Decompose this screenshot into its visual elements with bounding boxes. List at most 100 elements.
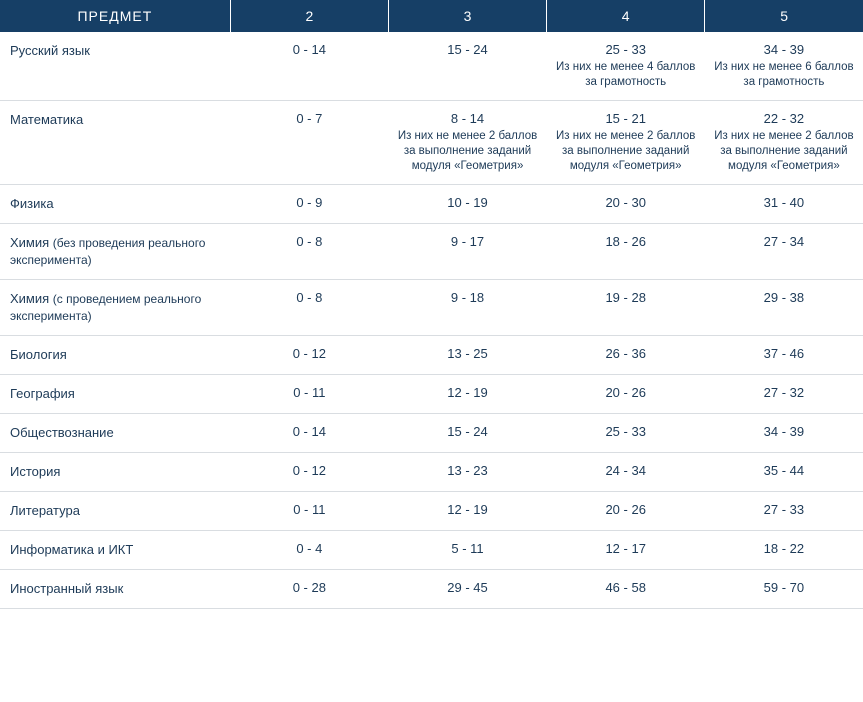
grade-cell: 0 - 14	[230, 413, 388, 452]
score-range: 22 - 32	[713, 111, 855, 126]
score-note: Из них не менее 2 баллов за выполнение з…	[713, 129, 855, 174]
score-range: 8 - 14	[396, 111, 538, 126]
score-range: 31 - 40	[713, 195, 855, 210]
grade-cell: 18 - 22	[705, 530, 863, 569]
score-note: Из них не менее 4 баллов за грамотность	[555, 60, 697, 90]
grade-cell: 20 - 26	[547, 374, 705, 413]
score-range: 29 - 38	[713, 290, 855, 305]
grade-cell: 25 - 33 Из них не менее 4 баллов за грамо…	[547, 32, 705, 100]
subject-cell: Информатика и ИКТ	[0, 530, 230, 569]
score-range: 9 - 18	[396, 290, 538, 305]
subject-cell: Обществознание	[0, 413, 230, 452]
grade-cell: 5 - 11	[388, 530, 546, 569]
table-row: Химия (с проведением реального экспериме…	[0, 279, 863, 335]
grade-cell: 34 - 39	[705, 413, 863, 452]
table-row: Математика 0 - 7 8 - 14 Из них не менее 2 б…	[0, 100, 863, 184]
score-note: Из них не менее 2 баллов за выполнение з…	[396, 129, 538, 174]
score-range: 27 - 33	[713, 502, 855, 517]
table-row: Химия (без проведения реального эксперим…	[0, 223, 863, 279]
grade-cell: 46 - 58	[547, 569, 705, 608]
grade-cell: 10 - 19	[388, 184, 546, 223]
score-range: 0 - 12	[238, 346, 380, 361]
subject-cell: Русский язык	[0, 32, 230, 100]
grade-cell: 0 - 12	[230, 335, 388, 374]
score-range: 25 - 33	[555, 424, 697, 439]
score-range: 15 - 24	[396, 42, 538, 57]
grade-cell: 29 - 45	[388, 569, 546, 608]
grade-cell: 19 - 28	[547, 279, 705, 335]
grade-cell: 0 - 11	[230, 374, 388, 413]
score-range: 34 - 39	[713, 42, 855, 57]
grade-cell: 0 - 9	[230, 184, 388, 223]
score-range: 37 - 46	[713, 346, 855, 361]
table-row: Физика0 - 910 - 1920 - 3031 - 40	[0, 184, 863, 223]
table-row: География0 - 1112 - 1920 - 2627 - 32	[0, 374, 863, 413]
score-range: 0 - 12	[238, 463, 380, 478]
grade-cell: 31 - 40	[705, 184, 863, 223]
score-range: 0 - 8	[238, 234, 380, 249]
grade-cell: 34 - 39 Из них не менее 6 баллов за грамо…	[705, 32, 863, 100]
col-header-grade-2: 2	[230, 0, 388, 32]
score-range: 13 - 25	[396, 346, 538, 361]
grade-cell: 9 - 18	[388, 279, 546, 335]
score-range: 12 - 17	[555, 541, 697, 556]
score-range: 12 - 19	[396, 502, 538, 517]
table-body: Русский язык0 - 1415 - 2425 - 33Из них н…	[0, 32, 863, 608]
subject-name: Математика	[10, 112, 83, 127]
table-header: ПРЕДМЕТ 2 3 4 5	[0, 0, 863, 32]
score-range: 0 - 11	[238, 385, 380, 400]
subject-name: Литература	[10, 503, 80, 518]
subject-cell: География	[0, 374, 230, 413]
score-range: 59 - 70	[713, 580, 855, 595]
score-range: 5 - 11	[396, 541, 538, 556]
score-range: 0 - 9	[238, 195, 380, 210]
score-range: 20 - 26	[555, 502, 697, 517]
grade-conversion-table: ПРЕДМЕТ 2 3 4 5 Русский язык0 - 1415 - 2…	[0, 0, 863, 609]
subject-cell: Биология	[0, 335, 230, 374]
grade-cell: 22 - 32 Из них не менее 2 баллов за выпол…	[705, 100, 863, 184]
subject-name: Информатика и ИКТ	[10, 542, 133, 557]
grade-cell: 35 - 44	[705, 452, 863, 491]
grade-cell: 12 - 17	[547, 530, 705, 569]
col-header-grade-4: 4	[547, 0, 705, 32]
grade-cell: 27 - 34	[705, 223, 863, 279]
table-row: Русский язык0 - 1415 - 2425 - 33Из них н…	[0, 32, 863, 100]
grade-cell: 59 - 70	[705, 569, 863, 608]
score-range: 0 - 8	[238, 290, 380, 305]
score-range: 0 - 7	[238, 111, 380, 126]
grade-cell: 15 - 21Из них не менее 2 баллов за выпол…	[547, 100, 705, 184]
grade-cell: 20 - 26	[547, 491, 705, 530]
score-range: 20 - 30	[555, 195, 697, 210]
score-range: 35 - 44	[713, 463, 855, 478]
subject-cell: Математика	[0, 100, 230, 184]
subject-name: Обществознание	[10, 425, 114, 440]
subject-name: Химия	[10, 235, 49, 250]
grade-cell: 8 - 14 Из них не менее 2 баллов за выполн…	[388, 100, 546, 184]
score-range: 0 - 28	[238, 580, 380, 595]
grade-cell: 0 - 11	[230, 491, 388, 530]
grade-cell: 12 - 19	[388, 491, 546, 530]
score-range: 34 - 39	[713, 424, 855, 439]
grade-cell: 15 - 24	[388, 413, 546, 452]
table-row: История0 - 1213 - 2324 - 3435 - 44	[0, 452, 863, 491]
grade-cell: 26 - 36	[547, 335, 705, 374]
table-row: Иностранный язык0 - 2829 - 4546 - 5859 -…	[0, 569, 863, 608]
score-note: Из них не менее 6 баллов за грамотность	[713, 60, 855, 90]
score-range: 0 - 11	[238, 502, 380, 517]
subject-name: Биология	[10, 347, 67, 362]
score-range: 0 - 4	[238, 541, 380, 556]
grade-cell: 18 - 26	[547, 223, 705, 279]
score-range: 29 - 45	[396, 580, 538, 595]
score-range: 25 - 33	[555, 42, 697, 57]
grade-cell: 24 - 34	[547, 452, 705, 491]
score-range: 12 - 19	[396, 385, 538, 400]
grade-cell: 9 - 17	[388, 223, 546, 279]
score-range: 10 - 19	[396, 195, 538, 210]
grade-cell: 20 - 30	[547, 184, 705, 223]
subject-cell: Литература	[0, 491, 230, 530]
grade-cell: 0 - 7	[230, 100, 388, 184]
grade-cell: 15 - 24	[388, 32, 546, 100]
grade-cell: 25 - 33	[547, 413, 705, 452]
score-range: 24 - 34	[555, 463, 697, 478]
grade-cell: 37 - 46	[705, 335, 863, 374]
